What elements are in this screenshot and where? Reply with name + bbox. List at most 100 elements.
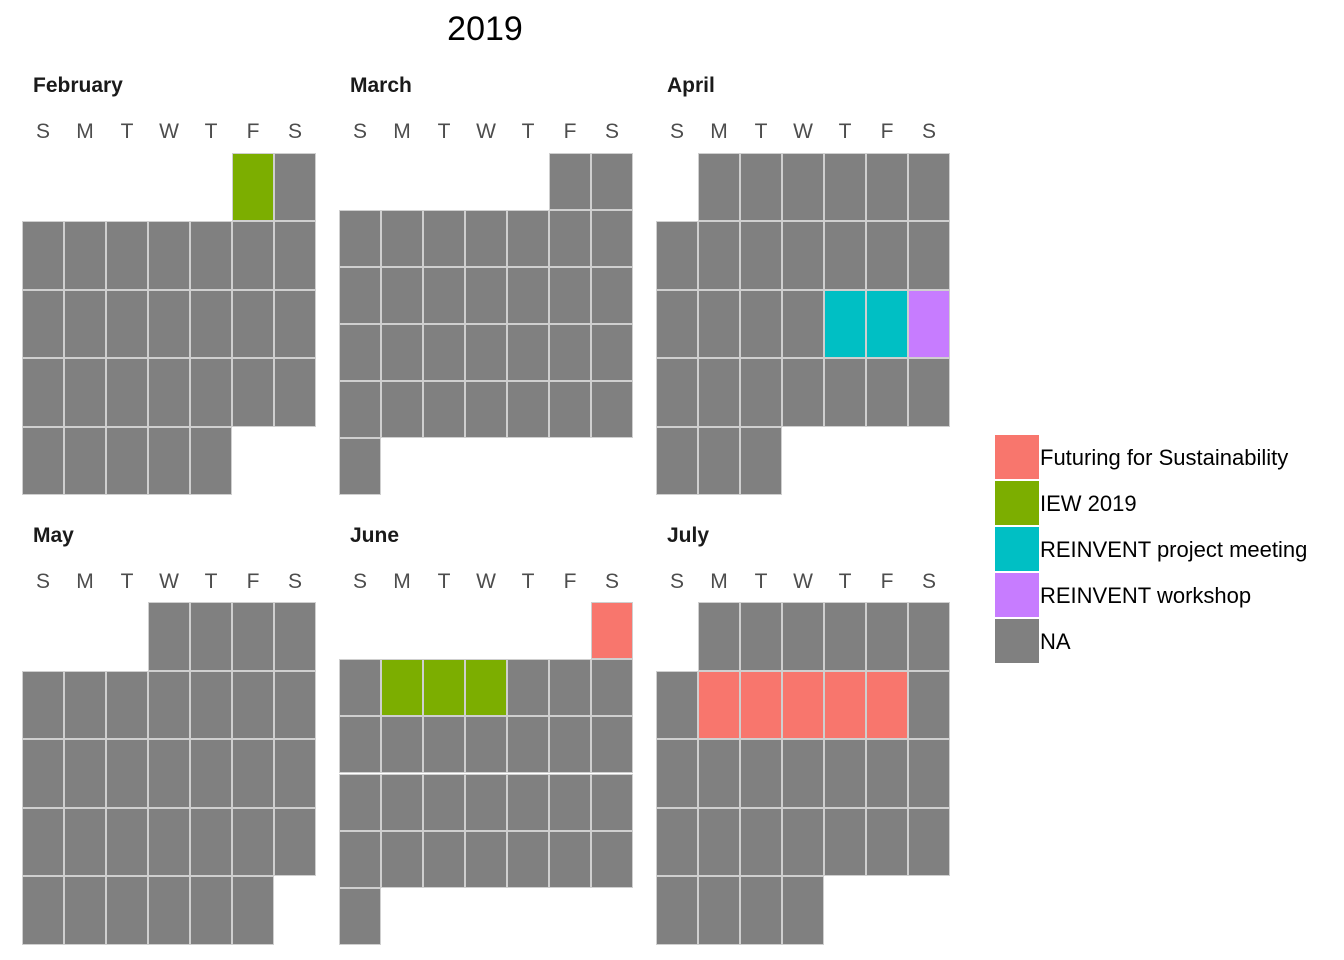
weekday-label: W [793, 120, 813, 143]
day-cell-2019-02-18 [64, 358, 106, 427]
weekday-label: F [563, 570, 577, 593]
month-title-may: May [33, 524, 74, 547]
day-cell-2019-07-17 [782, 739, 824, 808]
day-cell-2019-02-27 [148, 426, 190, 495]
weekday-label: S [921, 570, 936, 593]
day-cell-2019-06-25 [423, 830, 465, 888]
day-cell-2019-06-15 [591, 716, 633, 774]
day-cell-2019-04-05 [866, 153, 908, 222]
month-title-march: March [350, 74, 412, 97]
day-cell-2019-07-02 [740, 602, 782, 671]
day-cell-2019-04-20 [908, 289, 950, 359]
day-cell-2019-07-23 [740, 807, 782, 877]
day-cell-2019-03-08 [549, 210, 591, 267]
day-cell-2019-05-25 [274, 807, 316, 877]
weekday-label: T [437, 570, 451, 593]
day-cell-2019-07-04 [824, 602, 866, 671]
day-cell-2019-06-24 [381, 830, 423, 888]
day-cell-2019-07-12 [866, 670, 908, 740]
day-cell-2019-03-26 [423, 381, 465, 438]
day-cell-2019-07-31 [782, 876, 824, 945]
day-cell-2019-05-18 [274, 739, 316, 808]
weekday-label: S [352, 570, 367, 593]
day-cell-2019-02-11 [64, 289, 106, 359]
day-cell-2019-07-21 [656, 807, 698, 877]
day-cell-2019-05-03 [232, 602, 274, 671]
day-cell-2019-03-29 [549, 381, 591, 438]
day-cell-2019-04-12 [866, 221, 908, 290]
day-cell-2019-04-29 [698, 426, 740, 495]
day-cell-2019-04-24 [782, 358, 824, 427]
day-cell-2019-03-07 [507, 210, 549, 267]
weekday-label: F [246, 120, 260, 143]
weekday-label: T [204, 570, 218, 593]
legend-swatch [994, 572, 1040, 618]
day-cell-2019-07-19 [866, 739, 908, 808]
weekday-label: M [393, 570, 411, 593]
weekday-label: S [669, 120, 684, 143]
weekday-label: M [76, 570, 94, 593]
day-cell-2019-02-13 [148, 289, 190, 359]
weekday-label: T [120, 570, 134, 593]
weekday-label: F [880, 120, 894, 143]
weekday-label: T [437, 120, 451, 143]
legend-label: IEW 2019 [1040, 491, 1137, 516]
day-cell-2019-05-02 [190, 602, 232, 671]
day-cell-2019-04-02 [740, 153, 782, 222]
day-cell-2019-02-19 [106, 358, 148, 427]
day-cell-2019-06-01 [591, 602, 633, 660]
day-cell-2019-05-10 [232, 670, 274, 740]
weekday-label: F [246, 570, 260, 593]
legend-item: REINVENT workshop [994, 572, 1334, 618]
day-cell-2019-03-19 [423, 324, 465, 381]
day-cell-2019-06-05 [465, 659, 507, 717]
day-cell-2019-05-29 [148, 876, 190, 945]
day-cell-2019-05-09 [190, 670, 232, 740]
day-cell-2019-04-07 [656, 221, 698, 290]
day-cell-2019-06-27 [507, 830, 549, 888]
legend-item: REINVENT project meeting [994, 526, 1334, 572]
day-cell-2019-03-27 [465, 381, 507, 438]
day-cell-2019-04-10 [782, 221, 824, 290]
day-cell-2019-07-20 [908, 739, 950, 808]
day-cell-2019-07-26 [866, 807, 908, 877]
day-cell-2019-06-04 [423, 659, 465, 717]
day-cell-2019-05-08 [148, 670, 190, 740]
day-cell-2019-03-05 [423, 210, 465, 267]
day-cell-2019-06-26 [465, 830, 507, 888]
weekday-label: T [754, 570, 768, 593]
day-cell-2019-03-21 [507, 324, 549, 381]
chart-title: 2019 [447, 10, 523, 48]
day-cell-2019-06-19 [465, 773, 507, 831]
legend-swatch [994, 526, 1040, 572]
day-cell-2019-06-17 [381, 773, 423, 831]
day-cell-2019-03-18 [381, 324, 423, 381]
day-cell-2019-02-02 [274, 153, 316, 222]
day-cell-2019-03-17 [339, 324, 381, 381]
day-cell-2019-04-06 [908, 153, 950, 222]
weekday-label: S [604, 120, 619, 143]
day-cell-2019-05-17 [232, 739, 274, 808]
day-cell-2019-03-06 [465, 210, 507, 267]
day-cell-2019-06-08 [591, 659, 633, 717]
legend-swatch [994, 618, 1040, 664]
day-cell-2019-07-25 [824, 807, 866, 877]
legend-label: NA [1040, 629, 1071, 654]
weekday-label: S [287, 570, 302, 593]
day-cell-2019-02-09 [274, 221, 316, 290]
day-cell-2019-02-23 [274, 358, 316, 427]
day-cell-2019-06-09 [339, 716, 381, 774]
day-cell-2019-04-03 [782, 153, 824, 222]
weekday-label: S [921, 120, 936, 143]
day-cell-2019-02-07 [190, 221, 232, 290]
day-cell-2019-03-04 [381, 210, 423, 267]
day-cell-2019-06-21 [549, 773, 591, 831]
day-cell-2019-04-28 [656, 426, 698, 495]
weekday-label: T [521, 570, 535, 593]
day-cell-2019-03-30 [591, 381, 633, 438]
day-cell-2019-02-14 [190, 289, 232, 359]
day-cell-2019-06-30 [339, 887, 381, 945]
day-cell-2019-04-14 [656, 289, 698, 359]
day-cell-2019-05-28 [106, 876, 148, 945]
day-cell-2019-05-20 [64, 807, 106, 877]
